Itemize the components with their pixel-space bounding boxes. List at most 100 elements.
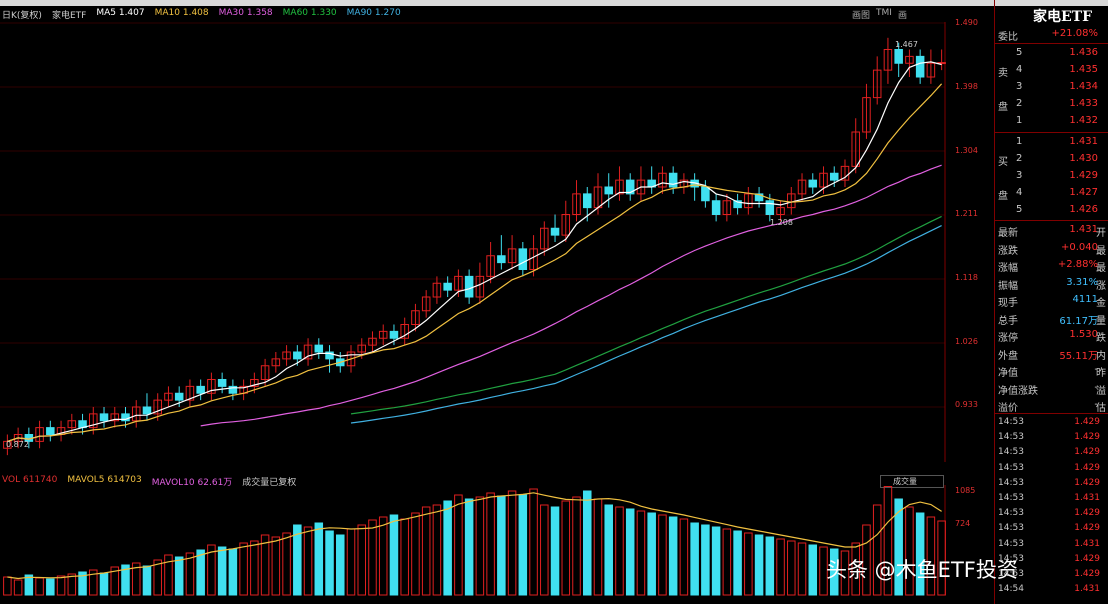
candle-body xyxy=(819,172,828,188)
price-legend: 日K(复权) 家电ETF MA5 1.407 MA10 1.408 MA30 1… xyxy=(2,8,401,22)
volume-bar xyxy=(67,573,77,596)
volume-bar xyxy=(733,530,742,596)
volume-bar xyxy=(432,504,442,596)
price-tick-1: 1.490 xyxy=(955,18,978,27)
candlestick-chart[interactable] xyxy=(0,22,990,472)
tick-row: 14:53 1.429 xyxy=(998,507,1106,522)
tick-price: 1.429 xyxy=(1074,523,1100,534)
stat-row: 涨停 1.530 跌 xyxy=(998,327,1106,344)
candle-body xyxy=(443,282,452,291)
volume-chart[interactable] xyxy=(0,485,990,604)
volume-bar xyxy=(475,496,485,596)
tmi-button[interactable]: TMI xyxy=(876,8,892,18)
volume-bar xyxy=(196,549,205,596)
price-tick-4: 1.211 xyxy=(955,209,978,218)
tick-row: 14:54 1.431 xyxy=(998,583,1106,598)
volume-bar xyxy=(174,556,184,596)
volume-bar xyxy=(400,518,409,596)
volume-bar xyxy=(443,500,452,596)
candle-body xyxy=(271,358,281,367)
price-tick-3: 1.304 xyxy=(955,146,978,155)
sell-row: 5 1.436 xyxy=(998,45,1106,62)
candle-body xyxy=(110,413,120,422)
tick-time: 14:53 xyxy=(998,432,1024,443)
price-tick-2: 1.398 xyxy=(955,82,978,91)
sell-row: 卖 4 1.435 xyxy=(998,62,1106,79)
volume-bar xyxy=(282,532,291,596)
volume-bar xyxy=(486,492,495,596)
volume-bar xyxy=(46,578,55,596)
candle-body xyxy=(142,406,152,415)
volume-bar xyxy=(110,566,120,596)
stat-value: 1.530 xyxy=(1069,329,1098,340)
volume-bar xyxy=(89,569,98,596)
low-annotation: 0.872 xyxy=(6,440,29,449)
panel-separator xyxy=(994,132,1108,133)
stat-side-label: 跌 xyxy=(1096,333,1106,344)
draw-tool-button[interactable]: 画图 xyxy=(852,11,871,21)
tick-row: 14:53 1.429 xyxy=(998,431,1106,446)
volume-indicator-selector[interactable]: 成交量 xyxy=(880,475,944,488)
draw-button[interactable]: 画 xyxy=(897,11,907,21)
stat-label: 涨停 xyxy=(998,333,1018,344)
trough-annotation: 1.208 xyxy=(770,218,793,227)
volume-bar xyxy=(303,526,313,596)
ma5-label: MA5 1.407 xyxy=(96,8,145,18)
stat-label: 净值涨跌 xyxy=(998,385,1038,397)
volume-bar xyxy=(937,520,946,596)
candle-body xyxy=(207,379,216,394)
ma5-line xyxy=(7,61,942,442)
volume-bar xyxy=(926,516,936,596)
candle-body xyxy=(432,282,442,298)
sell-price: 1.432 xyxy=(1069,115,1098,126)
volume-bar xyxy=(604,504,613,596)
volume-bar xyxy=(250,540,259,596)
tick-price: 1.429 xyxy=(1074,569,1100,579)
tick-row: 14:53 1.429 xyxy=(998,477,1106,492)
buy-label-part: 盘 xyxy=(998,191,1008,202)
sell-label-part: 盘 xyxy=(998,102,1008,113)
stat-side-label: 内 xyxy=(1096,350,1106,362)
stat-value: 61.17万 xyxy=(1059,315,1098,327)
volume-legend: VOL 611740 MAVOL5 614703 MAVOL10 62.61万 … xyxy=(2,475,296,488)
vol-label: VOL 611740 xyxy=(2,475,58,485)
price-tick-6: 1.026 xyxy=(955,337,978,346)
candle-body xyxy=(711,200,721,215)
candle-body xyxy=(89,413,98,429)
stat-side-label: 估 xyxy=(1096,403,1106,414)
volume-bar xyxy=(636,510,646,596)
stat-side-label: 最 xyxy=(1096,245,1106,257)
candle-body xyxy=(658,172,667,188)
volume-bar xyxy=(153,559,162,596)
volume-bar xyxy=(851,542,860,596)
volume-bar xyxy=(293,524,302,596)
stat-row: 现手 4111 金 xyxy=(998,292,1106,309)
volume-bar xyxy=(776,538,785,596)
tick-time: 14:53 xyxy=(998,538,1024,549)
volume-bar xyxy=(872,504,882,596)
volume-note: 成交量已复权 xyxy=(242,478,297,488)
stat-row: 涨跌 +0.040 最 xyxy=(998,240,1106,257)
stat-value: +2.88% xyxy=(1057,259,1098,270)
buy-row: 3 1.429 xyxy=(998,168,1106,185)
sell-level: 5 xyxy=(1016,47,1023,58)
tick-row: 14:53 1.429 xyxy=(998,568,1106,583)
tick-price: 1.431 xyxy=(1074,493,1100,503)
chart-title: 日K(复权) xyxy=(2,11,42,21)
candle-body xyxy=(67,420,77,429)
candle-body xyxy=(3,440,12,449)
buy-price: 1.430 xyxy=(1069,153,1098,164)
tick-price: 1.429 xyxy=(1074,447,1100,458)
stat-side-label: 涨 xyxy=(1096,280,1106,292)
volume-bar xyxy=(239,542,248,596)
candle-body xyxy=(46,427,55,435)
buy-level: 4 xyxy=(1016,187,1023,198)
volume-bar xyxy=(357,524,367,596)
stat-value: 3.31% xyxy=(1066,276,1098,288)
volume-bar xyxy=(13,579,23,596)
volume-bar xyxy=(464,498,474,596)
stat-row: 溢价 - 估 xyxy=(998,397,1106,414)
volume-bar xyxy=(421,506,431,596)
candle-body xyxy=(153,399,162,415)
volume-bar xyxy=(701,524,710,596)
